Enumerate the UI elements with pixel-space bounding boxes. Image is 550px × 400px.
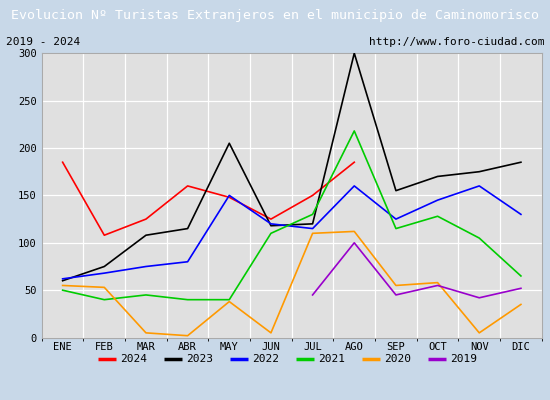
- Text: 2019: 2019: [450, 354, 477, 364]
- Text: 2022: 2022: [252, 354, 279, 364]
- Text: 2021: 2021: [318, 354, 345, 364]
- Text: 2024: 2024: [120, 354, 147, 364]
- Text: 2023: 2023: [186, 354, 213, 364]
- Text: 2020: 2020: [384, 354, 411, 364]
- Text: 2019 - 2024: 2019 - 2024: [6, 37, 80, 47]
- Text: Evolucion Nº Turistas Extranjeros en el municipio de Caminomorisco: Evolucion Nº Turistas Extranjeros en el …: [11, 9, 539, 22]
- Text: http://www.foro-ciudad.com: http://www.foro-ciudad.com: [369, 37, 544, 47]
